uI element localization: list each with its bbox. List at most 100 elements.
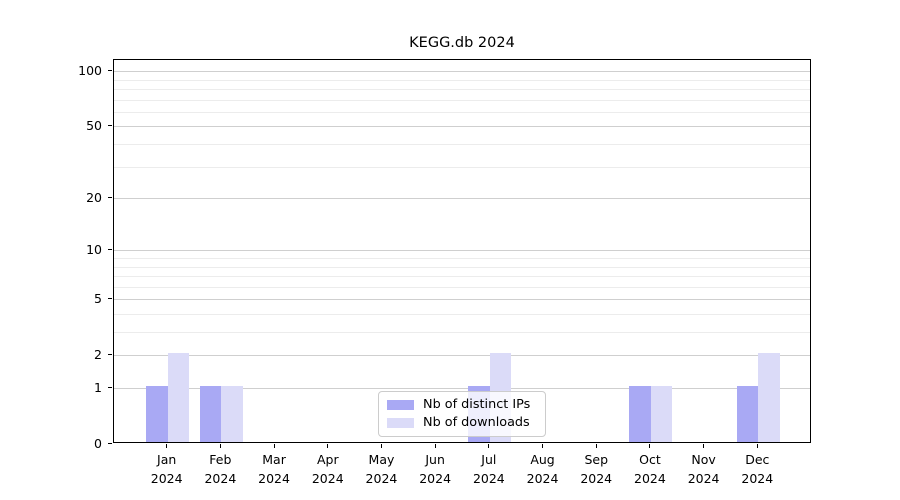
x-tick-label-oct: Oct 2024 [620,450,680,488]
x-tick-month: Apr [316,452,339,467]
x-tick-month: Nov [691,452,716,467]
x-tick-label-dec: Dec 2024 [727,450,787,488]
gridline-60 [114,111,810,113]
bar-nb-of-distinct-ips-dec [736,386,759,442]
y-tick-label-0: 0 [94,435,102,451]
x-tick-year: 2024 [687,471,720,486]
x-tick-mark-nov [703,444,705,448]
gridline-30 [114,166,810,168]
y-tick-mark-2 [108,354,112,356]
x-tick-year: 2024 [311,471,344,486]
legend-swatch-distinct-ips-icon [387,400,414,410]
y-tick-label-5: 5 [94,290,102,306]
gridline-50 [114,126,810,128]
x-tick-mark-apr [327,444,329,448]
x-tick-month: Feb [209,452,232,467]
legend-item-distinct-ips: Nb of distinct IPs [387,397,539,413]
x-tick-month: May [368,452,395,467]
x-tick-mark-mar [273,444,275,448]
gridline-90 [114,79,810,81]
y-tick-mark-10 [108,249,112,251]
gridline-1 [114,388,810,389]
gridline-6 [114,286,810,288]
x-tick-mark-sep [595,444,597,448]
bar-nb-of-downloads-dec [758,353,780,442]
x-tick-month: Oct [639,452,661,467]
bar-nb-of-distinct-ips-feb [199,386,222,442]
x-tick-month: Jun [425,452,445,467]
gridline-7 [114,276,810,278]
legend: Nb of distinct IPs Nb of downloads [378,391,546,437]
x-tick-year: 2024 [526,471,559,486]
x-tick-label-nov: Nov 2024 [674,450,734,488]
gridline-70 [114,99,810,101]
gridline-10 [114,250,810,252]
x-tick-label-may: May 2024 [351,450,411,488]
gridline-4 [114,313,810,315]
x-tick-mark-feb [219,444,221,448]
x-tick-mark-dec [756,444,758,448]
legend-label-distinct-ips: Nb of distinct IPs [423,397,531,412]
legend-label-downloads: Nb of downloads [423,415,530,430]
bar-nb-of-distinct-ips-oct [629,386,651,442]
y-tick-label-50: 50 [86,117,102,133]
bar-nb-of-downloads-feb [221,386,243,442]
x-tick-label-apr: Apr 2024 [298,450,358,488]
gridline-2 [114,355,810,357]
x-tick-label-jun: Jun 2024 [405,450,465,488]
x-tick-year: 2024 [258,471,290,486]
y-tick-label-100: 100 [78,62,102,78]
gridline-40 [114,144,810,145]
x-tick-month: Dec [745,452,770,467]
x-tick-label-jul: Jul 2024 [459,450,519,488]
x-tick-label-jan: Jan 2024 [137,450,197,488]
x-tick-year: 2024 [204,471,237,486]
x-tick-year: 2024 [150,471,183,486]
x-tick-mark-may [380,444,382,448]
x-tick-mark-jun [434,444,436,448]
bar-nb-of-downloads-oct [650,386,673,442]
bar-nb-of-distinct-ips-jan [146,386,168,442]
y-tick-mark-20 [108,197,112,199]
y-tick-label-10: 10 [86,241,102,257]
gridline-5 [114,299,810,301]
y-tick-mark-0 [108,443,112,444]
gridline-100 [114,71,810,73]
y-tick-mark-1 [108,387,112,388]
x-tick-label-feb: Feb 2024 [190,450,250,488]
y-tick-label-1: 1 [94,379,102,395]
x-tick-year: 2024 [472,471,505,486]
plot-area: Nb of distinct IPs Nb of downloads [113,59,811,443]
legend-item-downloads: Nb of downloads [387,415,539,431]
x-tick-mark-jul [488,444,490,448]
x-tick-mark-aug [542,444,544,448]
y-axis: 0 1 2 5 10 20 50 100 [0,59,113,451]
x-tick-year: 2024 [634,471,666,486]
y-tick-label-2: 2 [94,346,102,362]
gridline-9 [114,257,810,259]
x-tick-mark-jan [166,444,168,448]
gridline-80 [114,89,810,90]
x-tick-month: Mar [262,452,286,467]
y-tick-label-20: 20 [86,189,102,205]
gridline-8 [114,266,810,268]
x-tick-year: 2024 [419,471,452,486]
gridline-3 [114,332,810,333]
chart-title: KEGG.db 2024 [409,35,515,51]
x-tick-year: 2024 [580,471,613,486]
gridline-20 [114,198,810,200]
x-tick-label-aug: Aug 2024 [513,450,573,488]
y-tick-mark-50 [108,125,112,127]
x-tick-label-sep: Sep 2024 [566,450,626,488]
y-tick-mark-100 [108,70,112,72]
x-axis: Jan 2024 Feb 2024 Mar 2024 Apr 2024 May 2024 Jun 20… [113,443,811,499]
x-tick-mark-oct [649,444,651,448]
y-tick-mark-5 [108,298,112,300]
x-tick-year: 2024 [741,471,774,486]
x-tick-label-mar: Mar 2024 [244,450,304,488]
bar-nb-of-downloads-jan [167,353,190,442]
x-tick-month: Sep [584,452,608,467]
x-tick-month: Jan [157,452,177,467]
x-tick-month: Jul [481,452,497,467]
